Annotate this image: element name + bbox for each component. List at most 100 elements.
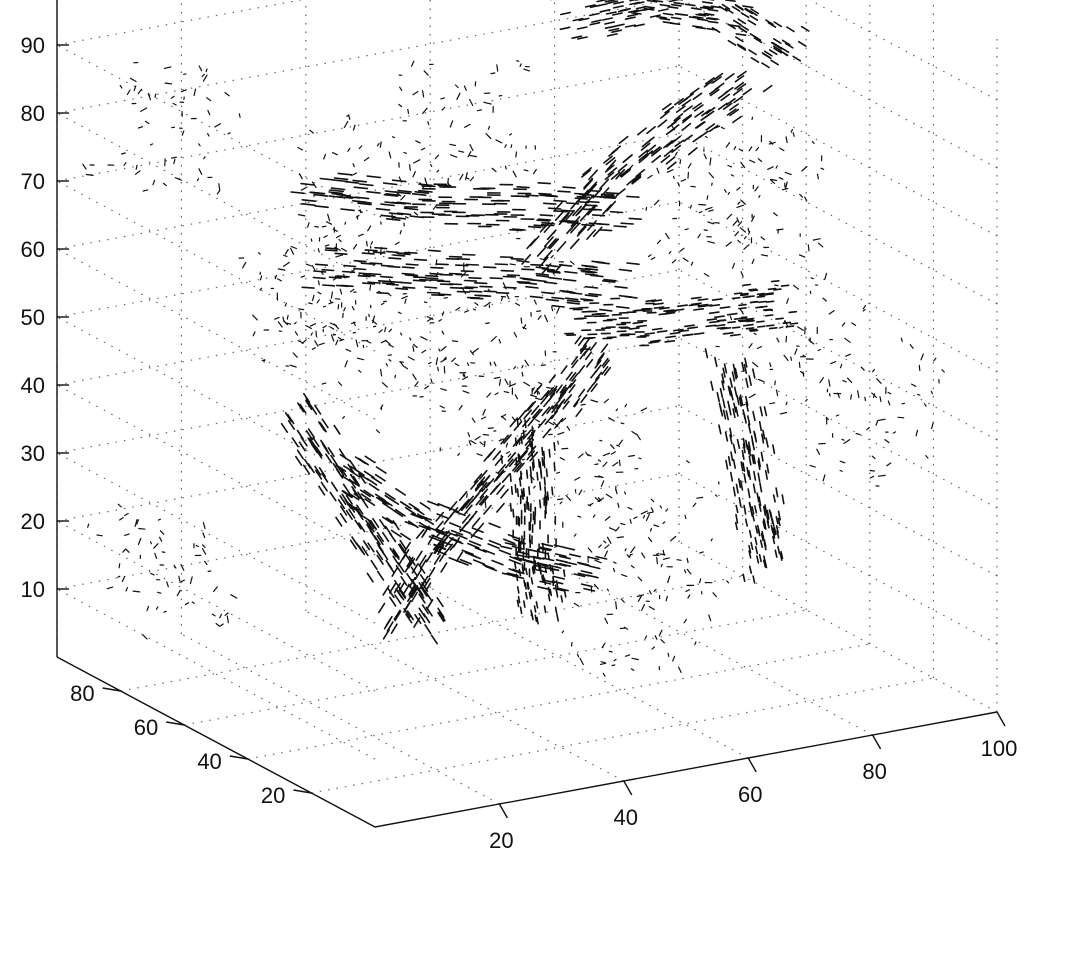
vector-arrow [715,83,723,89]
field-dash [612,665,615,666]
field-dash [343,417,345,419]
field-dash [167,582,169,587]
field-dash [534,486,536,488]
field-dash [285,250,288,254]
vector-arrow [463,255,475,256]
y-axis-line [57,657,375,827]
vector-arrow [760,483,762,491]
vector-arrow [672,5,681,6]
z-tick-label: 20 [21,509,45,534]
vector-arrow [692,297,701,298]
vector-arrow [613,13,622,15]
vector-arrow [749,471,751,479]
vector-arrow [501,271,513,272]
field-dash [379,330,382,333]
vector-arrow [751,543,753,550]
vector-arrow [708,10,717,11]
field-dash [405,299,406,303]
field-dash [324,154,326,159]
field-dash [627,555,629,558]
field-dash [524,69,530,71]
field-dash [603,673,605,676]
field-dash [459,151,464,152]
vector-arrow [586,287,598,288]
field-dash [368,226,371,231]
field-dash [877,379,881,384]
vector-arrow [799,42,806,46]
vector-arrow [736,37,743,41]
field-dash [595,477,602,478]
field-dash [706,207,713,209]
field-dash [609,651,612,652]
field-dash [795,349,797,354]
vector-arrow [461,271,473,272]
vector-arrow [589,566,600,568]
vector-arrow [387,219,400,220]
field-dash [465,311,469,313]
vector-arrow [756,547,758,554]
field-dash [471,441,475,444]
vector-arrow [743,297,750,298]
field-dash [365,158,369,161]
vector-arrow [544,452,545,460]
vector-arrow [377,293,389,294]
field-dash [119,564,120,568]
vector-arrow [660,18,669,19]
field-dash [155,94,156,97]
vector-arrow [420,503,429,509]
vector-arrow [632,13,641,14]
field-dash [318,249,319,252]
vector-arrow [334,426,340,435]
vector-arrow [535,606,536,612]
field-dash [713,593,716,597]
field-dash [147,606,149,610]
field-dash [343,313,344,317]
field-dash [495,393,498,395]
vector-arrow [512,487,513,494]
field-dash [122,577,124,582]
vector-arrow [762,63,769,67]
field-cells-layer [83,61,945,677]
vector-arrow [645,7,654,8]
vector-arrow [486,479,493,487]
vector-arrow [619,165,627,172]
field-dash [345,222,346,224]
field-dash [595,560,601,563]
vector-arrow [726,411,728,420]
vector-arrow [645,333,654,334]
field-dash [333,153,338,155]
vector-arrow [382,215,395,216]
field-dash [752,117,753,119]
vector-arrow [774,495,776,502]
field-dash [787,299,789,304]
field-dash [197,179,198,181]
field-dash [727,214,732,219]
vector-arrow [527,471,528,479]
field-dash [467,178,469,179]
field-dash [770,403,775,404]
field-dash [608,537,611,543]
field-dash [348,149,350,152]
field-dash [311,333,312,335]
field-dash [441,389,447,391]
vector-arrow [521,436,522,444]
field-dash [549,422,554,425]
vector-arrow [492,561,503,565]
field-dash [602,643,605,647]
field-dash [575,477,580,480]
field-dash [386,364,387,366]
vector-arrow [440,275,452,276]
field-dash [577,654,578,657]
vector-arrow [746,519,748,526]
vector-arrow [302,287,314,288]
vector-arrow [734,20,741,24]
field-dash [525,360,529,365]
field-dash [308,223,310,227]
vector-arrow [615,287,627,288]
field-dash [208,111,210,115]
vector-arrow [554,463,555,470]
field-dash [136,165,137,169]
field-dash [275,276,276,279]
field-dash [416,141,420,143]
